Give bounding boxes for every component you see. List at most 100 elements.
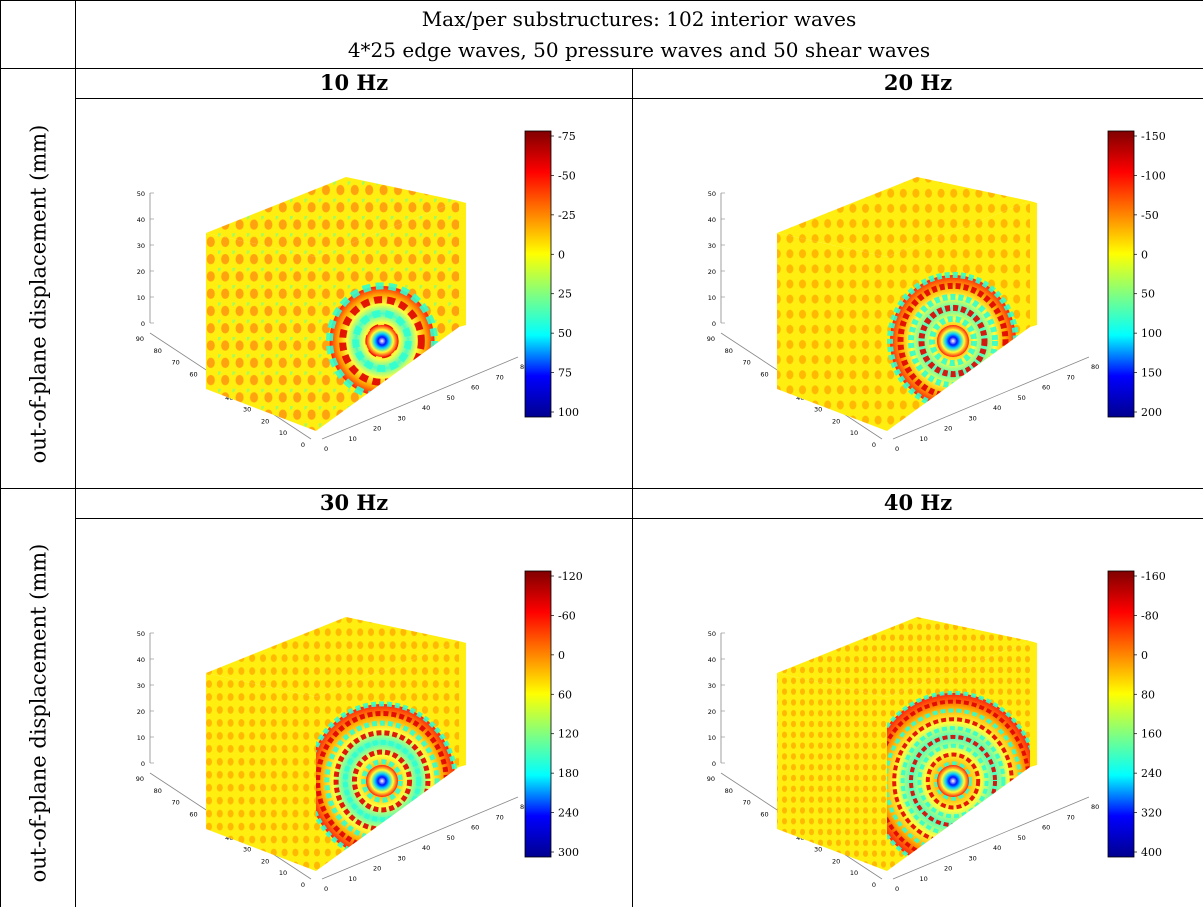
z-tick-label: 30 [708, 682, 716, 690]
x-tick-label: 10 [920, 875, 928, 883]
y-tick-label: 70 [742, 359, 750, 367]
row-label-2: out-of-plane displacement (mm) [26, 543, 50, 883]
y-tick-label: 80 [154, 787, 162, 795]
z-tick-label: 40 [708, 216, 716, 224]
x-tick-label: 70 [1067, 373, 1075, 381]
y-tick-label: 80 [154, 347, 162, 355]
x-tick-label: 0 [324, 445, 328, 453]
x-tick-label: 20 [373, 425, 381, 433]
y-tick-label: 0 [872, 881, 876, 889]
x-tick-label: 70 [1067, 813, 1075, 821]
x-tick-label: 40 [422, 404, 430, 412]
y-tick-label: 70 [742, 799, 750, 807]
z-tick-label: 10 [137, 294, 145, 302]
y-tick-label: 30 [814, 846, 822, 854]
y-tick-label: 70 [171, 799, 179, 807]
colorbar-tick-label: 25 [558, 288, 572, 301]
x-tick-label: 20 [373, 865, 381, 873]
x-tick-label: 60 [1042, 384, 1050, 392]
colorbar [524, 570, 552, 858]
colorbar-tick-label: 300 [558, 846, 579, 859]
plot-40hz: 0102030405090807060504030201000102030405… [707, 570, 1166, 893]
x-tick-label: 50 [1018, 394, 1026, 402]
colorbar-tick-label: 50 [1141, 288, 1155, 301]
y-tick-label: 0 [872, 441, 876, 449]
y-tick-label: 20 [832, 857, 840, 865]
colorbar [1107, 130, 1135, 418]
colorbar-tick-label: 120 [558, 728, 579, 741]
table-rule-col1 [75, 0, 76, 907]
table-rule-freq2 [75, 518, 1203, 519]
colorbar-tick-label: 150 [1141, 367, 1162, 380]
y-tick-label: 90 [707, 335, 715, 343]
colorbar-tick-label: -120 [558, 570, 583, 583]
colorbar-tick-label: -50 [1141, 209, 1159, 222]
z-tick-label: 40 [708, 656, 716, 664]
x-tick-label: 30 [969, 414, 977, 422]
y-tick-label: 0 [301, 441, 305, 449]
x-tick-label: 0 [895, 445, 899, 453]
colorbar-tick-label: 400 [1141, 846, 1162, 859]
table-rule-header [0, 68, 1203, 69]
colorbar-tick-label: -100 [1141, 169, 1166, 182]
y-tick-label: 0 [301, 881, 305, 889]
z-tick-label: 20 [708, 708, 716, 716]
z-tick-label: 30 [708, 242, 716, 250]
y-tick-label: 10 [279, 869, 287, 877]
z-tick-label: 10 [708, 734, 716, 742]
colorbar-tick-label: 75 [558, 367, 572, 380]
y-tick-label: 10 [850, 429, 858, 437]
x-tick-label: 30 [398, 854, 406, 862]
colorbar-tick-label: 240 [558, 807, 579, 820]
freq-label-20hz: 20 Hz [883, 70, 953, 95]
x-tick-label: 60 [471, 384, 479, 392]
x-tick-label: 20 [944, 865, 952, 873]
colorbar-tick-label: 160 [1141, 728, 1162, 741]
colorbar-tick-label: 100 [1141, 327, 1162, 340]
y-tick-label: 30 [243, 846, 251, 854]
x-tick-label: 40 [993, 404, 1001, 412]
z-tick-label: 20 [708, 268, 716, 276]
x-tick-label: 50 [447, 834, 455, 842]
colorbar-tick-label: -50 [558, 169, 576, 182]
y-tick-label: 90 [136, 775, 144, 783]
colorbar-tick-label: 0 [1141, 649, 1148, 662]
x-tick-label: 30 [969, 854, 977, 862]
z-tick-label: 50 [708, 190, 716, 198]
y-tick-label: 60 [760, 810, 768, 818]
plot-10hz: 0102030405090807060504030201000102030405… [136, 130, 579, 453]
y-tick-label: 60 [189, 370, 197, 378]
colorbar-tick-label: -60 [558, 609, 576, 622]
x-tick-label: 80 [520, 363, 528, 371]
colorbar-tick-label: -160 [1141, 570, 1166, 583]
x-tick-label: 0 [895, 885, 899, 893]
y-tick-label: 30 [814, 406, 822, 414]
z-tick-label: 20 [137, 708, 145, 716]
y-tick-label: 60 [189, 810, 197, 818]
z-tick-label: 0 [712, 320, 716, 328]
colorbar-tick-label: 240 [1141, 767, 1162, 780]
z-tick-label: 50 [137, 190, 145, 198]
colorbar-tick-label: -80 [1141, 609, 1159, 622]
table-rule-freq1 [75, 98, 1203, 99]
z-tick-label: 0 [712, 760, 716, 768]
freq-label-40hz: 40 Hz [883, 490, 953, 515]
colorbar-tick-label: 60 [558, 688, 572, 701]
freq-label-10hz: 10 Hz [319, 70, 389, 95]
table-rule-row [0, 488, 1203, 489]
table-rule-col2 [632, 68, 633, 907]
x-tick-label: 80 [1091, 363, 1099, 371]
x-tick-label: 10 [920, 435, 928, 443]
colorbar-tick-label: -150 [1141, 130, 1166, 143]
y-tick-label: 80 [725, 787, 733, 795]
z-tick-label: 50 [708, 630, 716, 638]
plot-30hz: 0102030405090807060504030201000102030405… [136, 570, 583, 893]
colorbar-tick-label: 180 [558, 767, 579, 780]
colorbar-tick-label: 320 [1141, 807, 1162, 820]
colorbar-tick-label: -25 [558, 209, 576, 222]
z-tick-label: 40 [137, 216, 145, 224]
z-tick-label: 20 [137, 268, 145, 276]
y-tick-label: 80 [725, 347, 733, 355]
y-tick-label: 20 [261, 417, 269, 425]
z-tick-label: 50 [137, 630, 145, 638]
